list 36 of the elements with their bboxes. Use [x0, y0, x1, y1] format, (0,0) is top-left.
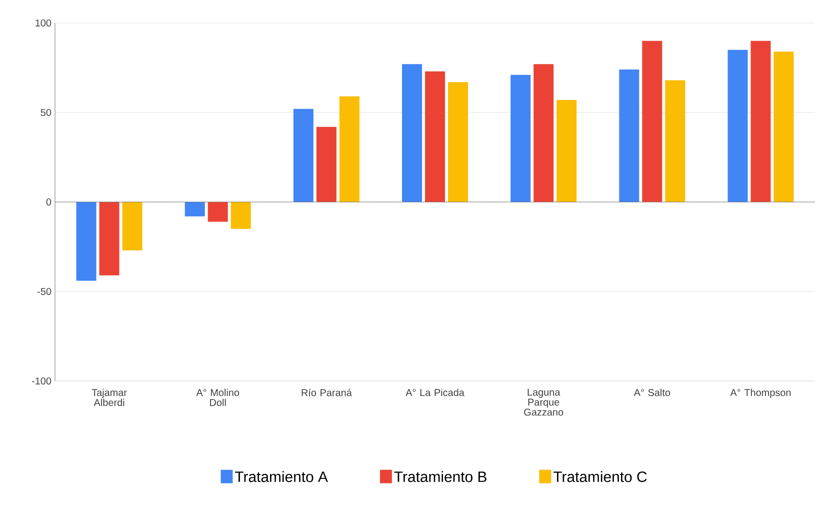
x-tick-label: A° Molino Doll [196, 388, 240, 406]
legend-label: Tratamiento C [553, 471, 647, 482]
bar [230, 202, 251, 229]
x-tick-label: A° La Picada [406, 388, 464, 396]
x-tick-label: Río Paraná [302, 388, 352, 396]
bar [750, 40, 771, 202]
bar [402, 64, 422, 202]
bar [728, 50, 748, 202]
bar [448, 82, 468, 202]
x-tick-label: Laguna Parque Gazzano [524, 388, 564, 416]
bar [76, 202, 96, 281]
bar [339, 96, 360, 202]
bar [642, 40, 662, 202]
y-tick-label: 0 [46, 198, 52, 206]
x-tick-label: Tajamar Alberdi [92, 388, 127, 406]
bar [99, 202, 120, 276]
bar [316, 126, 336, 202]
x-tick-label: A° Salto [634, 388, 670, 396]
x-tick-label: A° Thompson [730, 388, 791, 398]
y-tick-label: -50 [38, 288, 52, 296]
y-tick-label: 50 [40, 108, 52, 116]
bar [534, 64, 554, 202]
bar [510, 74, 531, 202]
y-tick-label: -100 [32, 377, 52, 385]
legend-label: Tratamiento B [394, 471, 486, 482]
bar [122, 202, 142, 250]
bar [293, 108, 314, 202]
bar [425, 71, 446, 202]
bar [619, 70, 640, 202]
y-tick-label: 100 [36, 19, 52, 27]
bar [774, 52, 794, 202]
bar [556, 100, 577, 202]
legend-label: Tratamiento A [235, 471, 328, 482]
bar [184, 202, 205, 216]
bar [208, 202, 228, 222]
bar [665, 80, 686, 202]
